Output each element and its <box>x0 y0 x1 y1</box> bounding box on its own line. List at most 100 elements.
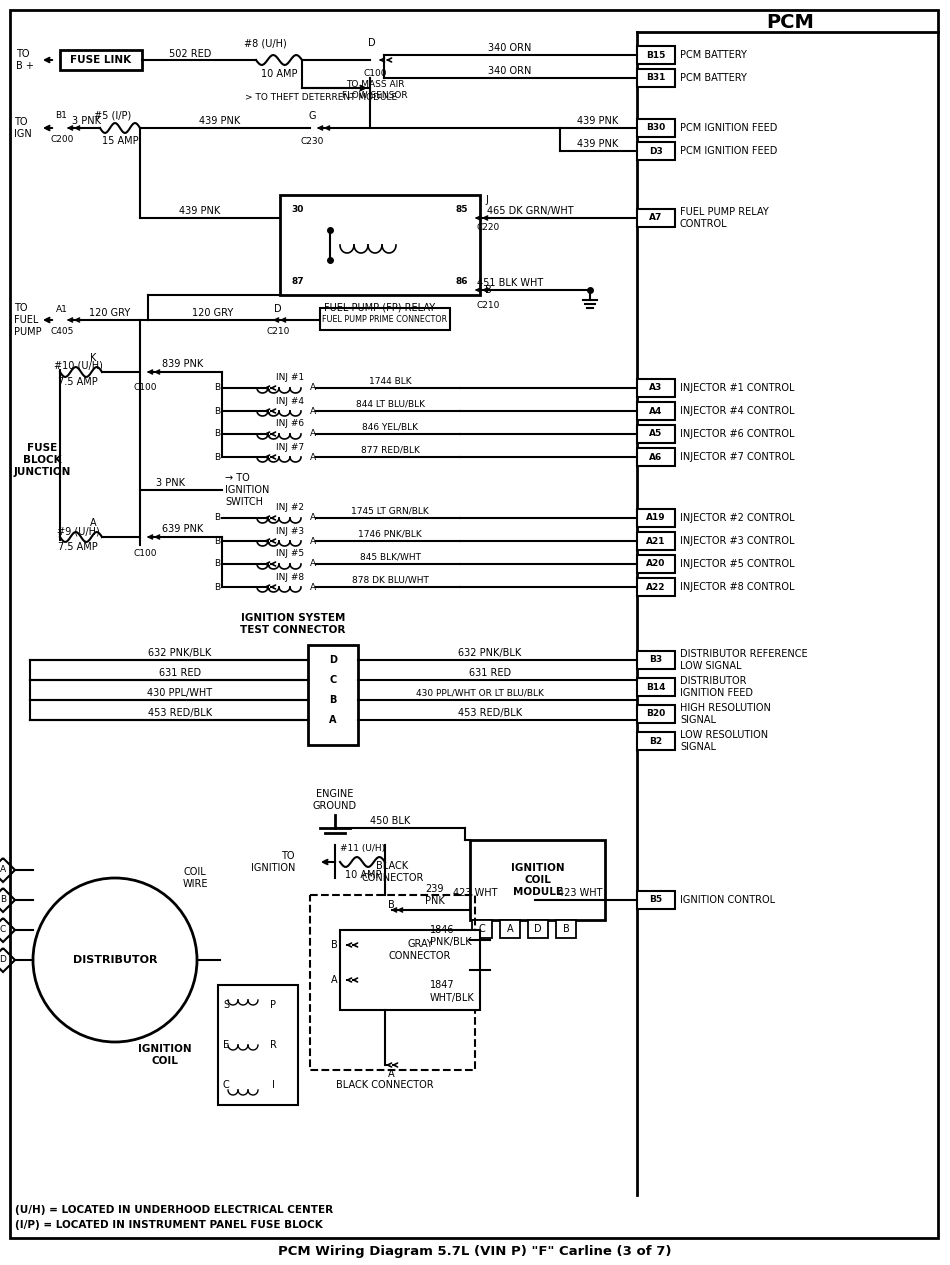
Text: LOW RESOLUTION
SIGNAL: LOW RESOLUTION SIGNAL <box>680 730 769 751</box>
Text: FUSE
BLOCK
JUNCTION: FUSE BLOCK JUNCTION <box>13 444 70 477</box>
Text: > TO THEFT DETERRENT MODULE: > TO THEFT DETERRENT MODULE <box>245 94 397 102</box>
FancyBboxPatch shape <box>280 195 480 295</box>
Text: 631 RED: 631 RED <box>159 668 201 678</box>
Text: A: A <box>310 514 316 522</box>
Text: HIGH RESOLUTION
SIGNAL: HIGH RESOLUTION SIGNAL <box>680 703 770 725</box>
Text: INJ #3: INJ #3 <box>276 526 304 535</box>
Text: 430 PPL/WHT: 430 PPL/WHT <box>147 688 213 698</box>
FancyBboxPatch shape <box>637 425 675 443</box>
Text: INJ #1: INJ #1 <box>276 373 304 382</box>
Text: B: B <box>214 514 220 522</box>
Text: D: D <box>534 923 542 934</box>
Text: 7.5 AMP: 7.5 AMP <box>58 541 98 552</box>
Text: A: A <box>332 975 338 985</box>
Text: WHT/BLK: WHT/BLK <box>430 993 475 1003</box>
Text: 632 PNK/BLK: 632 PNK/BLK <box>148 648 212 658</box>
Text: A: A <box>310 383 316 392</box>
Text: A7: A7 <box>649 214 663 223</box>
Text: 30: 30 <box>292 205 304 214</box>
Text: D: D <box>329 655 337 665</box>
Text: 239
PNK: 239 PNK <box>426 884 445 906</box>
Text: 502 RED: 502 RED <box>169 49 211 59</box>
Text: DISTRIBUTOR: DISTRIBUTOR <box>73 955 158 965</box>
Text: INJ #7: INJ #7 <box>276 443 304 452</box>
Text: TO
FUEL
PUMP: TO FUEL PUMP <box>14 304 42 336</box>
Text: PCM IGNITION FEED: PCM IGNITION FEED <box>680 123 777 133</box>
Text: G: G <box>308 111 315 121</box>
Text: INJECTOR #8 CONTROL: INJECTOR #8 CONTROL <box>680 582 794 592</box>
Text: INJ #5: INJ #5 <box>276 549 304 559</box>
Text: D: D <box>0 955 7 964</box>
Text: A20: A20 <box>646 559 666 568</box>
FancyBboxPatch shape <box>60 51 142 70</box>
Text: C200: C200 <box>50 135 74 144</box>
Text: 85: 85 <box>456 205 468 214</box>
Text: B: B <box>485 285 492 295</box>
Text: B5: B5 <box>650 896 662 904</box>
Text: C230: C230 <box>300 137 324 145</box>
Text: INJECTOR #6 CONTROL: INJECTOR #6 CONTROL <box>680 429 794 439</box>
Text: INJECTOR #2 CONTROL: INJECTOR #2 CONTROL <box>680 514 794 522</box>
Text: 450 BLK: 450 BLK <box>370 816 410 826</box>
Text: 839 PNK: 839 PNK <box>162 359 203 369</box>
Text: B: B <box>214 383 220 392</box>
Text: INJECTOR #4 CONTROL: INJECTOR #4 CONTROL <box>680 406 794 416</box>
Text: J: J <box>485 195 488 205</box>
Text: INJ #8: INJ #8 <box>276 573 304 582</box>
Text: A: A <box>388 1069 394 1079</box>
Text: BLACK CONNECTOR: BLACK CONNECTOR <box>336 1080 434 1090</box>
Bar <box>310 896 475 1070</box>
FancyBboxPatch shape <box>10 10 938 1238</box>
Text: TO
IGN: TO IGN <box>14 118 31 139</box>
Text: 465 DK GRN/WHT: 465 DK GRN/WHT <box>486 206 573 216</box>
Text: 439 PNK: 439 PNK <box>578 116 618 126</box>
Text: 7.5 AMP: 7.5 AMP <box>58 377 98 387</box>
Text: A: A <box>310 559 316 568</box>
Text: C100: C100 <box>363 70 387 78</box>
Text: 430 PPL/WHT OR LT BLU/BLK: 430 PPL/WHT OR LT BLU/BLK <box>416 688 544 697</box>
FancyBboxPatch shape <box>320 307 450 330</box>
FancyBboxPatch shape <box>308 645 358 745</box>
Text: 10 AMP: 10 AMP <box>260 70 297 78</box>
FancyBboxPatch shape <box>637 142 675 159</box>
Text: 439 PNK: 439 PNK <box>578 139 618 149</box>
FancyBboxPatch shape <box>470 840 605 920</box>
Text: B20: B20 <box>646 710 666 719</box>
Text: PCM IGNITION FEED: PCM IGNITION FEED <box>680 145 777 156</box>
Text: → TO
IGNITION
SWITCH: → TO IGNITION SWITCH <box>225 473 270 506</box>
Text: 439 PNK: 439 PNK <box>180 206 220 216</box>
Text: B: B <box>214 582 220 592</box>
Text: B: B <box>562 923 569 934</box>
Text: INJ #2: INJ #2 <box>276 503 304 512</box>
Text: 423 WHT: 423 WHT <box>453 888 497 898</box>
Text: B2: B2 <box>650 736 662 745</box>
Text: INJECTOR #1 CONTROL: INJECTOR #1 CONTROL <box>680 383 794 393</box>
FancyBboxPatch shape <box>637 509 675 528</box>
Text: 877 RED/BLK: 877 RED/BLK <box>361 445 420 454</box>
FancyBboxPatch shape <box>637 46 675 65</box>
Text: #5 (I/P): #5 (I/P) <box>94 111 132 121</box>
FancyBboxPatch shape <box>528 920 548 939</box>
Text: PCM: PCM <box>766 13 814 32</box>
FancyBboxPatch shape <box>472 920 492 939</box>
Text: 340 ORN: 340 ORN <box>488 43 532 53</box>
Text: B15: B15 <box>646 51 666 59</box>
Text: S: S <box>223 1001 229 1009</box>
Text: 3 PNK: 3 PNK <box>156 478 184 488</box>
FancyBboxPatch shape <box>218 985 298 1106</box>
Text: K: K <box>90 353 96 363</box>
Text: IGNITION SYSTEM
TEST CONNECTOR: IGNITION SYSTEM TEST CONNECTOR <box>240 614 346 635</box>
FancyBboxPatch shape <box>637 705 675 724</box>
Text: I: I <box>272 1080 275 1090</box>
Text: #10 (U/H): #10 (U/H) <box>53 361 103 371</box>
Text: B: B <box>214 430 220 439</box>
Text: TO
B +: TO B + <box>16 49 34 71</box>
Text: 453 RED/BLK: 453 RED/BLK <box>148 708 212 719</box>
Text: 846 YEL/BLK: 846 YEL/BLK <box>362 423 418 431</box>
Text: A: A <box>90 517 97 528</box>
Text: B: B <box>214 406 220 415</box>
Text: INJ #4: INJ #4 <box>276 396 304 406</box>
Text: B: B <box>0 896 6 904</box>
Text: 1847: 1847 <box>430 980 455 990</box>
Text: B1: B1 <box>55 111 66 120</box>
